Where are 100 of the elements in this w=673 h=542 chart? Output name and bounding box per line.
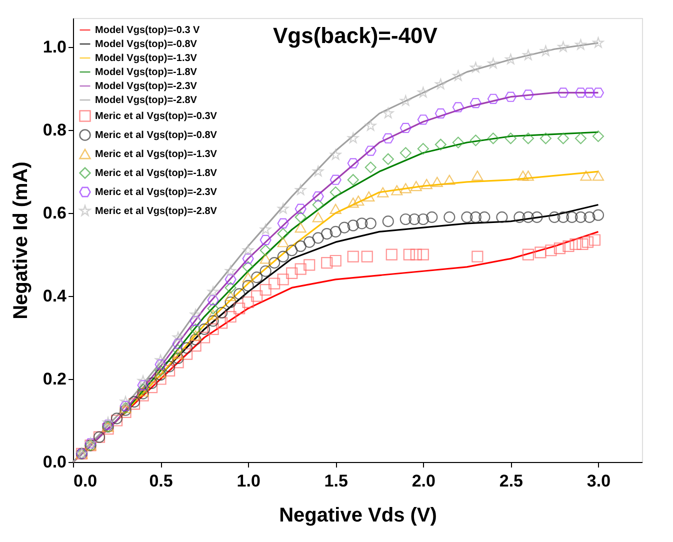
- point: [487, 132, 499, 144]
- point: [102, 423, 114, 435]
- x-tick-label: 1.0: [236, 472, 260, 490]
- point: [198, 332, 210, 344]
- point: [382, 133, 394, 144]
- point: [444, 174, 456, 185]
- point: [400, 95, 412, 106]
- point: [190, 323, 202, 336]
- point: [431, 176, 443, 187]
- point: [295, 184, 306, 195]
- point: [190, 316, 202, 326]
- point: [224, 290, 236, 302]
- point: [312, 191, 324, 202]
- point: [452, 70, 464, 81]
- point: [382, 153, 394, 165]
- point: [154, 364, 166, 377]
- point: [575, 39, 586, 50]
- point: [137, 380, 149, 390]
- point: [540, 45, 552, 56]
- point: [155, 354, 166, 366]
- point: [347, 174, 359, 186]
- point: [251, 272, 263, 284]
- legend-label: Model Vgs(top)=-1.3V: [95, 53, 198, 64]
- y-tick-label: 0.0: [42, 452, 66, 472]
- point: [592, 130, 604, 142]
- point: [522, 170, 534, 181]
- point: [496, 211, 508, 223]
- point: [242, 296, 254, 308]
- point: [260, 224, 272, 234]
- point: [172, 349, 184, 360]
- point: [557, 88, 570, 98]
- point: [562, 240, 574, 252]
- point: [558, 41, 569, 52]
- point: [330, 149, 342, 160]
- point: [164, 364, 176, 377]
- legend-label: Meric et al Vgs(top)=-1.8V: [95, 168, 218, 179]
- point: [172, 338, 184, 349]
- point: [225, 265, 236, 276]
- point: [566, 211, 578, 223]
- point: [294, 222, 306, 233]
- point: [251, 290, 263, 302]
- point: [592, 88, 604, 98]
- legend-label: Model Vgs(top)=-0.8V: [95, 39, 198, 50]
- point: [208, 286, 219, 297]
- point: [198, 323, 210, 335]
- point: [452, 102, 464, 112]
- point: [356, 218, 368, 230]
- y-tick-label: 1.0: [42, 38, 66, 57]
- legend-label: Model Vgs(top)=-0.3 V: [95, 25, 200, 36]
- point: [426, 211, 438, 223]
- point: [574, 88, 587, 98]
- point: [224, 296, 236, 308]
- point: [570, 238, 582, 250]
- point: [260, 265, 272, 277]
- point: [531, 211, 543, 223]
- point: [386, 248, 398, 260]
- point: [487, 94, 499, 104]
- x-axis-title: Negative Vds (V): [279, 504, 437, 526]
- y-axis-title: Negative Id (mA): [10, 162, 32, 320]
- point: [382, 108, 394, 118]
- point: [330, 174, 342, 185]
- point: [504, 132, 516, 144]
- point: [190, 340, 202, 352]
- point: [522, 50, 534, 60]
- point: [470, 134, 482, 146]
- point: [181, 342, 193, 354]
- point: [470, 211, 482, 223]
- point: [190, 334, 202, 346]
- point: [338, 222, 350, 234]
- point: [580, 170, 592, 181]
- point: [312, 212, 324, 222]
- y-tick-label: 0.6: [42, 204, 66, 223]
- point: [304, 236, 316, 248]
- point: [154, 373, 166, 385]
- point: [363, 191, 375, 202]
- point: [172, 356, 184, 368]
- point: [352, 195, 364, 206]
- point: [146, 377, 158, 389]
- point: [172, 352, 184, 364]
- legend-label: Meric et al Vgs(top)=-2.8V: [95, 206, 218, 217]
- point: [434, 138, 446, 150]
- point: [207, 295, 219, 306]
- point: [365, 120, 376, 131]
- point: [190, 330, 202, 341]
- point: [260, 234, 272, 246]
- point: [321, 228, 333, 240]
- point: [330, 204, 342, 214]
- x-tick-label: 3.0: [586, 472, 611, 490]
- point: [190, 308, 202, 320]
- point: [435, 78, 446, 90]
- point: [364, 162, 376, 174]
- point: [470, 98, 482, 108]
- point: [588, 234, 601, 246]
- x-tick-label: 0.5: [149, 472, 173, 490]
- point: [347, 250, 359, 262]
- point: [330, 226, 342, 238]
- point: [146, 382, 158, 394]
- point: [400, 183, 412, 194]
- point: [391, 185, 403, 196]
- point: [472, 170, 484, 181]
